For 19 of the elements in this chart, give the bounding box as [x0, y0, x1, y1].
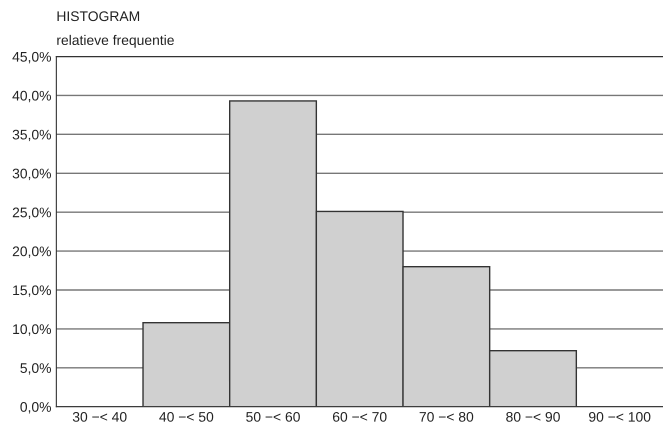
x-tick-label: 30 −< 40 [72, 412, 127, 422]
y-tick-label: 40,0% [12, 90, 51, 102]
x-tick-label: 60 −< 70 [332, 412, 387, 422]
y-tick-label: 25,0% [12, 208, 51, 219]
y-tick-label: 10,0% [13, 324, 51, 336]
y-tick-label: 5,0% [20, 363, 51, 375]
y-tick-label: 0,0% [20, 402, 51, 414]
y-tick-label: 20,0% [12, 246, 51, 258]
x-tick-label: 90 −< 100 [589, 412, 650, 422]
x-tick-label: 40 −< 50 [159, 412, 214, 422]
y-tick-label: 45,0% [12, 52, 51, 64]
y-tick-label: 35,0% [12, 130, 51, 142]
y-tick-label: 15,0% [13, 285, 51, 297]
x-tick-label: 70 −< 80 [420, 412, 474, 422]
chart-title: HISTOGRAM [57, 11, 140, 22]
x-tick-label: 80 −< 90 [506, 412, 560, 422]
x-tick-label: 50 −< 60 [246, 412, 300, 422]
y-axis-title: relatieve frequentie [57, 34, 174, 48]
y-tick-label: 30,0% [12, 168, 51, 180]
